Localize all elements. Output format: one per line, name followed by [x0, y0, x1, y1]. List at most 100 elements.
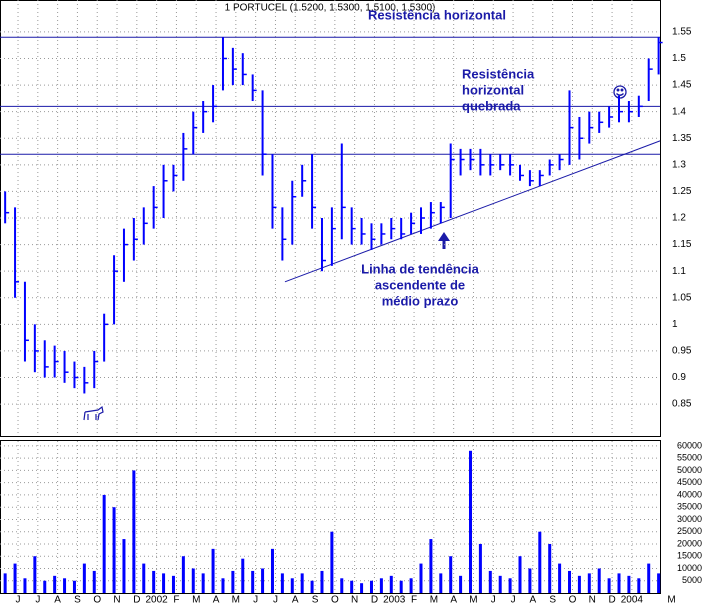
x-tick-label: M: [430, 595, 438, 604]
volume-tick-label: 35000: [677, 502, 702, 512]
volume-bar: [360, 583, 364, 593]
y-tick-label: 1.5: [672, 53, 686, 64]
y-tick-label: 1.15: [672, 239, 692, 250]
volume-bar: [330, 531, 334, 593]
volume-bar: [419, 563, 423, 593]
x-tick-label: D: [133, 595, 140, 604]
x-tick-label: D: [371, 595, 378, 604]
volume-bar: [657, 573, 661, 593]
x-tick-label: M: [469, 595, 477, 604]
volume-bar: [647, 563, 651, 593]
volume-bar: [439, 573, 443, 593]
x-tick-label: A: [213, 595, 220, 604]
annotation: quebrada: [462, 98, 521, 113]
x-tick-label: D: [608, 595, 615, 604]
volume-frame: [0, 440, 661, 594]
volume-bar: [568, 570, 572, 593]
y-tick-label: 1: [672, 319, 678, 330]
volume-bar: [63, 578, 67, 593]
volume-tick-label: 15000: [677, 551, 702, 561]
x-tick-label: 2003: [383, 595, 406, 604]
volume-bar: [538, 531, 542, 593]
x-tick-label: 2004: [621, 595, 644, 604]
volume-bar: [92, 570, 96, 593]
annotation: ascendente de: [375, 277, 465, 292]
volume-bar: [459, 575, 463, 593]
annotation: Resistência: [462, 66, 535, 81]
volume-bar: [53, 575, 57, 593]
volume-bar: [617, 573, 621, 593]
volume-bar: [280, 573, 284, 593]
volume-bar: [3, 573, 7, 593]
annotation: Linha de tendência: [361, 261, 480, 276]
x-tick-label: N: [351, 595, 358, 604]
volume-bar: [399, 580, 403, 593]
annotation: horizontal: [462, 82, 524, 97]
chart-title: 1 PORTUCEL (1.5200, 1.5300, 1.5100, 1.53…: [225, 3, 436, 14]
x-tick-label: A: [54, 595, 61, 604]
y-tick-label: 1.55: [672, 27, 692, 38]
volume-bar: [498, 575, 502, 593]
volume-bar: [43, 580, 47, 593]
x-tick-label: O: [569, 595, 577, 604]
volume-bar: [221, 578, 225, 593]
volume-bar: [33, 556, 37, 593]
annotation: Resistência horizontal: [368, 7, 506, 22]
price-frame: [0, 0, 661, 437]
y-tick-label: 0.85: [672, 399, 692, 410]
x-tick-label: S: [549, 595, 556, 604]
x-tick-label: N: [113, 595, 120, 604]
volume-bar: [290, 578, 294, 593]
x-tick-label: O: [93, 595, 101, 604]
volume-bar: [152, 570, 156, 593]
volume-bar: [201, 573, 205, 593]
x-tick-label: F: [411, 595, 417, 604]
y-tick-label: 1.05: [672, 292, 692, 303]
x-tick-label: A: [450, 595, 457, 604]
volume-bar: [231, 570, 235, 593]
x-tick-label: J: [491, 595, 496, 604]
volume-tick-label: 55000: [677, 453, 702, 463]
annotation: médio prazo: [382, 293, 459, 308]
volume-tick-label: 20000: [677, 538, 702, 548]
volume-bar: [449, 556, 453, 593]
y-tick-label: 1.3: [672, 159, 686, 170]
x-tick-label: O: [331, 595, 339, 604]
volume-bar: [409, 578, 413, 593]
y-tick-label: 0.9: [672, 372, 686, 383]
x-tick-label: J: [16, 595, 21, 604]
y-tick-label: 1.45: [672, 80, 692, 91]
trend-line: [284, 140, 661, 283]
y-tick-label: 1.35: [672, 133, 692, 144]
volume-bar: [23, 578, 27, 593]
volume-tick-label: 10000: [677, 563, 702, 573]
volume-bar: [270, 548, 274, 593]
y-tick-label: 1.2: [672, 213, 686, 224]
volume-bar: [142, 563, 146, 593]
volume-bar: [191, 568, 195, 593]
volume-bar: [171, 575, 175, 593]
volume-tick-label: 30000: [677, 514, 702, 524]
volume-tick-label: 45000: [677, 477, 702, 487]
volume-bar: [251, 570, 255, 593]
x-tick-label: M: [667, 595, 675, 604]
volume-bar: [389, 575, 393, 593]
volume-bar: [528, 568, 532, 593]
volume-bar: [310, 580, 314, 593]
volume-bar: [300, 573, 304, 593]
arrow: [438, 232, 450, 249]
x-tick-label: F: [173, 595, 179, 604]
volume-bar: [637, 578, 641, 593]
volume-bar: [350, 580, 354, 593]
volume-bar: [369, 580, 373, 593]
x-tick-label: M: [192, 595, 200, 604]
volume-bar: [558, 563, 562, 593]
volume-bar: [429, 539, 433, 593]
volume-tick-label: 50000: [677, 465, 702, 475]
volume-bar: [320, 570, 324, 593]
volume-bar: [518, 556, 522, 593]
y-tick-label: 0.95: [672, 346, 692, 357]
y-tick-label: 1.4: [672, 106, 686, 117]
volume-bar: [587, 573, 591, 593]
volume-tick-label: 25000: [677, 526, 702, 536]
